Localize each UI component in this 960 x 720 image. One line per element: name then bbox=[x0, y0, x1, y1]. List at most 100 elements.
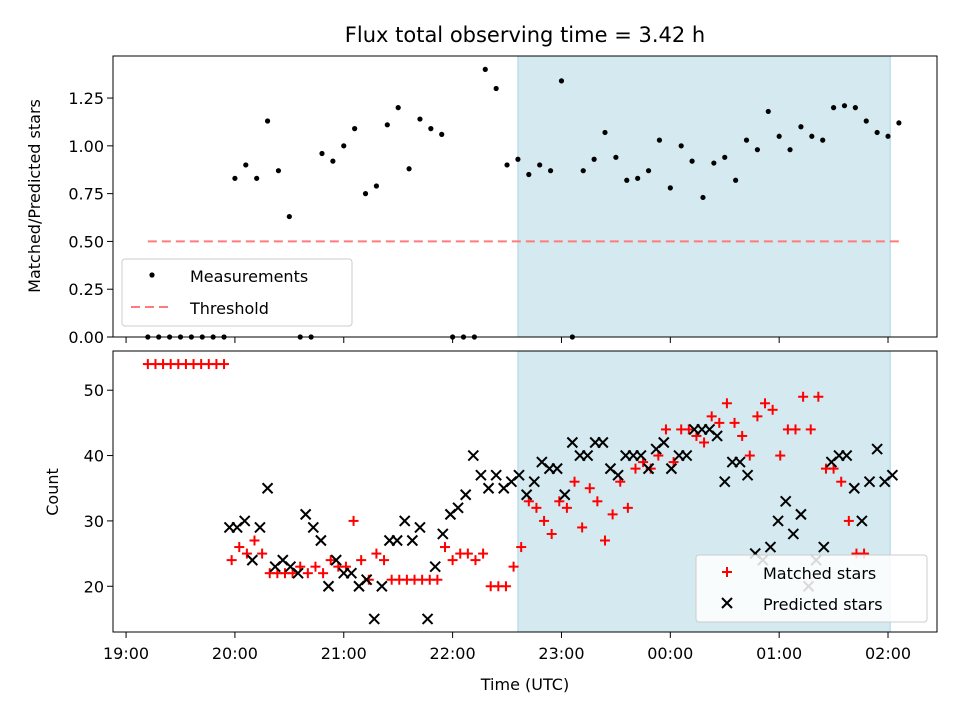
matched-star-marker bbox=[744, 450, 755, 461]
predicted-star-marker bbox=[719, 475, 731, 488]
predicted-star-marker bbox=[764, 541, 777, 553]
matched-star-marker bbox=[241, 548, 252, 559]
measurement-point bbox=[885, 133, 891, 139]
legend-measurements-marker bbox=[149, 272, 155, 278]
predicted-star-marker bbox=[307, 521, 319, 534]
x-tick-label: 02:00 bbox=[865, 644, 911, 663]
predicted-star-marker bbox=[856, 515, 868, 527]
measurement-point bbox=[493, 85, 499, 92]
matched-star-marker bbox=[790, 424, 801, 435]
measurement-point bbox=[482, 66, 488, 72]
matched-star-marker bbox=[219, 359, 230, 370]
predicted-star-marker bbox=[711, 430, 723, 442]
matched-star-marker bbox=[371, 548, 382, 559]
measurement-point bbox=[373, 183, 380, 189]
matched-star-marker bbox=[257, 548, 268, 559]
matched-star-marker bbox=[706, 411, 717, 422]
matched-star-marker bbox=[439, 542, 450, 553]
y-tick-label: 40 bbox=[84, 447, 104, 466]
y-tick-label: 1.25 bbox=[68, 89, 104, 108]
predicted-star-marker bbox=[482, 482, 495, 494]
legend-predicted-marker bbox=[721, 597, 733, 609]
y-tick-label: 1.00 bbox=[68, 137, 104, 156]
matched-star-marker bbox=[683, 424, 694, 435]
predicted-star-marker bbox=[665, 462, 678, 475]
measurement-point bbox=[613, 154, 619, 160]
matched-star-marker bbox=[836, 476, 847, 487]
predicted-star-marker bbox=[871, 443, 883, 455]
measurement-point bbox=[754, 147, 760, 153]
measurement-point bbox=[689, 158, 695, 164]
matched-star-marker bbox=[539, 515, 550, 526]
matched-star-marker bbox=[767, 404, 778, 415]
measurement-point bbox=[264, 118, 271, 124]
matched-star-marker bbox=[561, 502, 572, 513]
measurement-point bbox=[852, 105, 858, 111]
x-tick-label: 19:00 bbox=[103, 644, 149, 663]
x-tick-label: 21:00 bbox=[321, 644, 367, 663]
predicted-star-marker bbox=[734, 456, 746, 468]
top-y-axis-label: Matched/Predicted stars bbox=[25, 99, 44, 293]
measurement-point bbox=[830, 105, 837, 111]
predicted-star-marker bbox=[795, 508, 807, 521]
predicted-star-marker bbox=[597, 436, 609, 449]
bottom-y-axis-label: Count bbox=[43, 468, 62, 516]
predicted-star-marker bbox=[787, 528, 800, 540]
measurement-point bbox=[537, 162, 543, 168]
matched-star-marker bbox=[554, 496, 565, 507]
y-tick-label: 0.50 bbox=[68, 232, 104, 251]
matched-star-marker bbox=[226, 555, 237, 566]
matched-star-marker bbox=[729, 417, 740, 428]
matched-star-marker bbox=[447, 555, 458, 566]
axes-frame bbox=[112, 350, 938, 633]
matched-star-marker bbox=[478, 548, 489, 559]
matched-star-marker bbox=[721, 398, 732, 409]
predicted-star-marker bbox=[437, 528, 449, 540]
measurement-point bbox=[656, 137, 663, 143]
matched-star-marker bbox=[607, 509, 618, 520]
bottom-panel: 20 30 40 50 19:00 20:00 21:00 22:00 23:00 00:00 01… bbox=[84, 350, 938, 663]
predicted-star-marker bbox=[452, 502, 464, 514]
top-legend: Measurements Threshold bbox=[121, 258, 353, 327]
measurement-point bbox=[820, 137, 826, 143]
matched-star-marker bbox=[752, 411, 763, 422]
matched-star-marker bbox=[843, 515, 854, 526]
x-axis-label: Time (UTC) bbox=[480, 675, 569, 694]
predicted-star-marker bbox=[658, 436, 670, 449]
predicted-star-marker bbox=[322, 580, 335, 592]
matched-star-marker bbox=[600, 535, 611, 546]
measurement-point bbox=[645, 168, 652, 174]
matched-star-marker bbox=[516, 542, 527, 553]
predicted-star-marker bbox=[863, 475, 876, 488]
predicted-star-marker bbox=[246, 554, 259, 566]
measurement-point bbox=[733, 177, 739, 183]
predicted-star-marker bbox=[391, 534, 403, 547]
measurement-point bbox=[711, 160, 717, 166]
measurement-point bbox=[406, 166, 412, 172]
predicted-star-marker bbox=[345, 567, 358, 579]
matched-star-marker bbox=[379, 555, 390, 566]
predicted-star-marker bbox=[818, 541, 830, 553]
predicted-star-marker bbox=[376, 580, 388, 592]
measurement-point bbox=[384, 122, 390, 128]
matched-star-marker bbox=[356, 555, 367, 566]
predicted-star-marker bbox=[520, 489, 533, 501]
measurement-point bbox=[362, 191, 369, 197]
measurement-point bbox=[667, 185, 673, 191]
predicted-star-marker bbox=[779, 495, 792, 508]
measurement-point bbox=[439, 131, 445, 137]
matched-star-marker bbox=[714, 417, 725, 428]
predicted-star-marker bbox=[406, 534, 419, 547]
measurement-point bbox=[635, 175, 641, 181]
y-tick-label: 0.25 bbox=[68, 280, 104, 299]
legend-measurements-label: Measurements bbox=[190, 267, 308, 286]
matched-star-marker bbox=[805, 424, 816, 435]
measurement-point bbox=[504, 162, 510, 168]
measurement-point bbox=[254, 175, 260, 181]
matched-star-marker bbox=[318, 568, 329, 579]
matched-star-marker bbox=[622, 502, 633, 513]
legend-matched-label: Matched stars bbox=[763, 564, 876, 583]
measurement-point bbox=[722, 154, 728, 160]
predicted-star-marker bbox=[612, 469, 624, 481]
measurement-point bbox=[776, 133, 782, 139]
